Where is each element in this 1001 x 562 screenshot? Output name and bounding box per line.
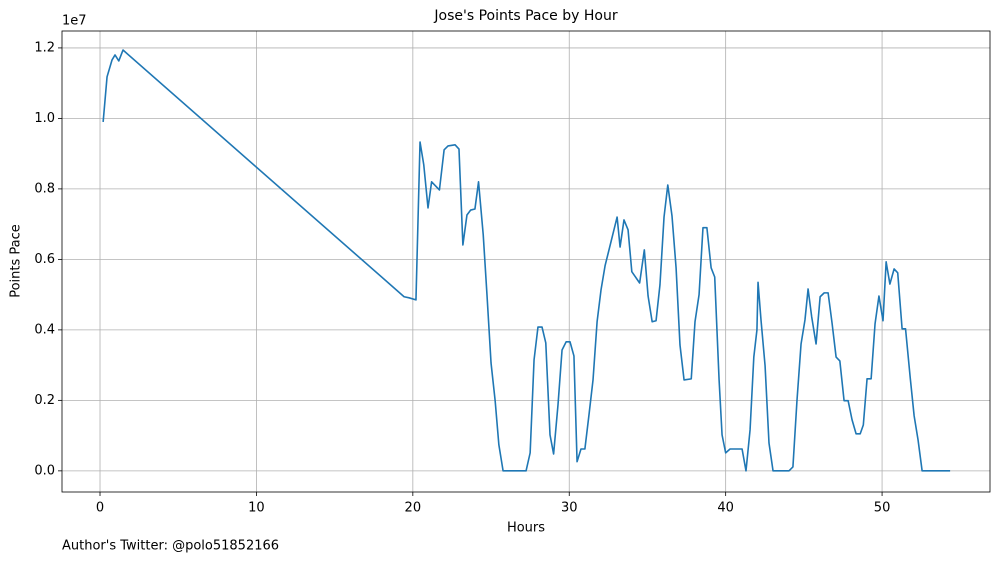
x-tick-label: 30 (561, 501, 578, 516)
y-axis-label: Points Pace (9, 224, 24, 298)
y-tick-label: 0.0 (34, 463, 55, 478)
x-tick-label: 20 (405, 501, 422, 516)
footnote: Author's Twitter: @polo51852166 (62, 539, 279, 554)
y-tick-label: 0.8 (34, 181, 55, 196)
y-tick-label: 0.6 (34, 252, 55, 267)
y-tick-label: 1.2 (34, 40, 55, 55)
data-line (102, 49, 951, 472)
x-tick-label: 0 (96, 501, 104, 516)
plot-frame (61, 30, 991, 493)
x-tick-label: 10 (248, 501, 265, 516)
y-tick-label: 0.4 (34, 322, 55, 337)
y-offset-label: 1e7 (62, 14, 87, 29)
x-tick-label: 50 (874, 501, 891, 516)
chart-title: Jose's Points Pace by Hour (433, 8, 617, 24)
x-tick-label: 40 (717, 501, 734, 516)
x-axis-label: Hours (507, 521, 545, 536)
y-tick-label: 0.2 (34, 393, 55, 408)
y-tick-label: 1.0 (34, 111, 55, 126)
